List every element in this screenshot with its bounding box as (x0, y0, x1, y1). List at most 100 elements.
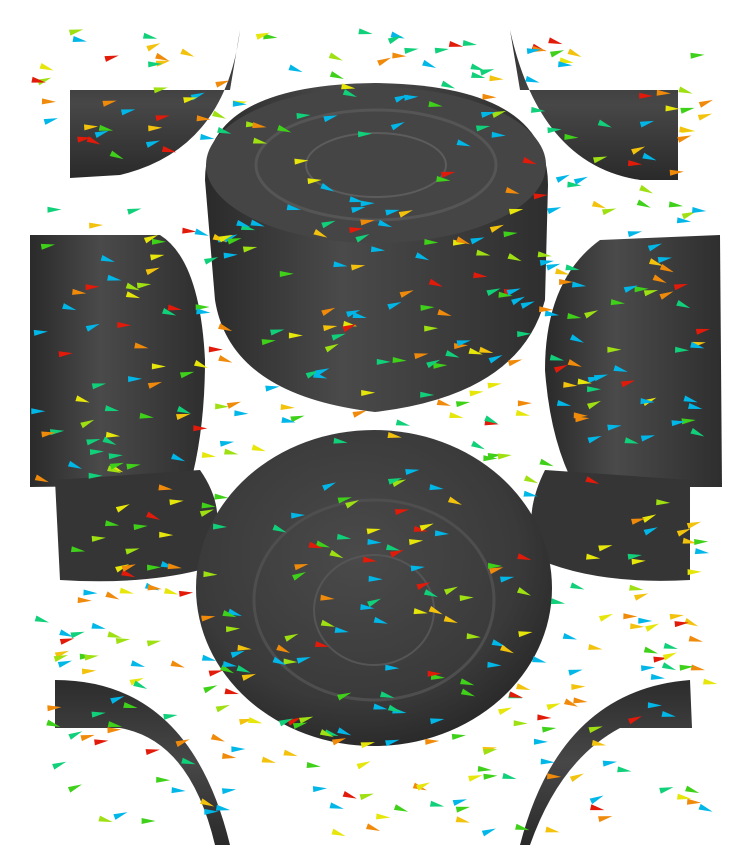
velocity-arrow (377, 55, 392, 66)
velocity-arrow (357, 759, 372, 770)
velocity-arrow (489, 75, 503, 82)
velocity-arrow (598, 813, 613, 822)
velocity-arrow (638, 618, 652, 624)
velocity-arrow (690, 52, 704, 59)
velocity-arrow (143, 33, 158, 42)
velocity-arrow (659, 784, 674, 793)
velocity-arrow (172, 787, 186, 794)
velocity-arrow (645, 621, 660, 632)
velocity-arrow (330, 802, 345, 811)
velocity-arrow (574, 174, 589, 185)
velocity-arrow (252, 444, 267, 454)
velocity-arrow (685, 786, 700, 796)
velocity-arrow (570, 582, 585, 592)
velocity-arrow (248, 717, 263, 726)
velocity-arrow (262, 757, 277, 766)
velocity-arrow (313, 785, 327, 792)
velocity-arrow (534, 739, 548, 745)
velocity-arrow (599, 611, 614, 622)
velocity-arrow (89, 222, 103, 229)
velocity-arrow (281, 404, 295, 411)
velocity-arrow (617, 766, 632, 774)
velocity-arrow (509, 691, 524, 700)
velocity-arrow (195, 229, 210, 239)
velocity-arrow (82, 668, 96, 675)
velocity-arrow (69, 26, 84, 35)
velocity-arrow (164, 588, 179, 598)
velocity-arrow (331, 829, 346, 839)
velocity-arrow (73, 36, 88, 44)
velocity-arrow (396, 419, 411, 428)
velocity-arrow (480, 66, 495, 75)
velocity-arrow (127, 206, 142, 215)
velocity-arrow (542, 725, 557, 733)
velocity-arrow (200, 134, 215, 142)
velocity-arrow (695, 548, 710, 556)
velocity-arrow (211, 734, 226, 745)
velocity-arrow (222, 753, 237, 761)
velocity-arrow (430, 801, 445, 810)
velocity-arrow (218, 355, 233, 365)
velocity-arrow (551, 598, 566, 606)
velocity-arrow (360, 791, 375, 800)
velocity-arrow (664, 643, 679, 652)
velocity-arrow (545, 826, 560, 835)
velocity-arrow (483, 773, 497, 780)
velocity-arrow (156, 777, 170, 783)
velocity-arrow (539, 459, 554, 469)
velocity-arrow (225, 688, 240, 697)
velocity-arrow (224, 449, 239, 458)
velocity-arrow (629, 585, 644, 593)
velocity-arrow (516, 683, 531, 693)
velocity-arrow (366, 823, 381, 833)
velocity-arrow (639, 185, 654, 196)
velocity-arrow (568, 667, 583, 676)
velocity-arrow (590, 804, 605, 813)
velocity-arrow (563, 633, 578, 642)
velocity-arrow (422, 60, 437, 71)
velocity-arrow (404, 46, 419, 54)
velocity-arrow (637, 200, 652, 211)
velocity-arrow (425, 738, 439, 745)
velocity-arrow (171, 660, 186, 670)
velocity-arrow (215, 403, 229, 409)
velocity-arrow (641, 664, 655, 671)
velocity-arrow (91, 623, 106, 632)
velocity-arrow (630, 623, 644, 630)
velocity-arrow (290, 413, 305, 423)
velocity-arrow (453, 796, 468, 806)
velocity-arrow (456, 816, 471, 825)
velocity-arrow (68, 782, 83, 793)
velocity-arrow (634, 591, 649, 601)
velocity-arrow (216, 702, 231, 712)
velocity-arrow (133, 680, 148, 691)
velocity-arrow (487, 381, 502, 389)
velocity-arrow (437, 399, 452, 409)
velocity-arrow (456, 399, 471, 407)
velocity-arrow (452, 732, 467, 740)
velocity-arrow (588, 644, 603, 652)
velocity-arrow (392, 53, 406, 60)
velocity-arrow (330, 71, 345, 82)
velocity-arrow (570, 771, 585, 782)
velocity-arrow (203, 682, 218, 693)
velocity-arrow (52, 759, 67, 770)
velocity-arrow (678, 86, 693, 96)
velocity-arrow (694, 539, 708, 545)
velocity-arrow (83, 590, 97, 597)
velocity-arrow (684, 618, 699, 629)
velocity-arrow (498, 452, 513, 459)
velocity-arrow (435, 46, 450, 54)
velocity-arrow (471, 441, 486, 452)
velocity-arrow (47, 206, 61, 212)
velocity-arrow (498, 705, 513, 715)
velocity-arrow (482, 94, 496, 101)
velocity-arrow (651, 674, 666, 682)
velocity-arrow (35, 616, 50, 626)
velocity-arrow (692, 207, 706, 214)
velocity-arrow (120, 588, 135, 597)
velocity-arrow (567, 49, 582, 60)
velocity-arrow (70, 629, 85, 638)
velocity-arrow (456, 804, 471, 813)
